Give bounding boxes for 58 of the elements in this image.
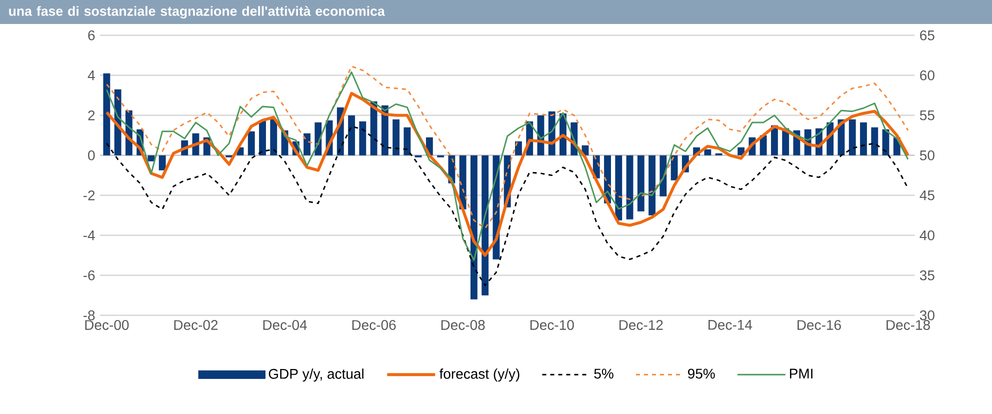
bar [615, 155, 622, 220]
bar [637, 155, 644, 212]
x-tick-label: Dec-06 [352, 320, 396, 330]
bar [482, 155, 489, 296]
bar [515, 141, 522, 156]
y-tick-label: 6 [88, 30, 95, 40]
bar [626, 155, 634, 220]
chart-title: una fase di sostanziale stagnazione dell'attività economica [9, 6, 385, 19]
bar [248, 131, 255, 156]
y2-tick-label: 45 [920, 190, 934, 200]
bar [670, 155, 678, 180]
bar [259, 120, 266, 156]
bar [304, 133, 310, 156]
bar [392, 119, 400, 156]
bar [848, 119, 856, 156]
x-tick-label: Dec-02 [174, 320, 218, 330]
x-tick-label: Dec-04 [263, 320, 307, 330]
bar [704, 149, 712, 156]
y2-tick-label: 60 [920, 70, 934, 80]
legend-label: GDP y/y, actual [268, 368, 364, 382]
x-tick-label: Dec-18 [886, 320, 930, 330]
bar [348, 115, 355, 156]
x-tick-label: Dec-16 [798, 320, 841, 330]
y-tick-label: 2 [88, 110, 95, 120]
bar [158, 155, 166, 170]
legend-label: 5% [594, 368, 614, 379]
y2-tick-label: 30 [920, 310, 934, 320]
y-tick-label: -6 [83, 270, 95, 280]
bar [871, 127, 878, 156]
y-tick-label: 4 [88, 70, 95, 80]
bar [660, 155, 667, 196]
bar [648, 155, 656, 216]
bar [860, 122, 867, 156]
x-tick-label: Dec-12 [619, 320, 663, 330]
y-tick-label: -2 [83, 190, 95, 200]
y2-tick-label: 65 [920, 30, 934, 40]
y2-tick-label: 50 [920, 150, 934, 160]
bar [148, 155, 155, 162]
legend-label: 95% [688, 368, 715, 379]
y-tick-label: 0 [88, 150, 95, 160]
bar [103, 73, 110, 156]
x-tick-label: Dec-08 [441, 320, 485, 330]
x-tick-label: Dec-14 [708, 320, 752, 330]
y2-tick-label: 55 [920, 110, 934, 120]
line-series [106, 126, 909, 286]
bar [404, 127, 411, 156]
bar [470, 155, 478, 300]
y-tick-label: -4 [83, 230, 95, 240]
legend-label: forecast (y/y) [439, 368, 520, 382]
legend-label: PMI [790, 368, 812, 378]
bar [359, 121, 366, 156]
y-tick-label: -8 [83, 310, 95, 320]
x-tick-label: Dec-10 [530, 320, 574, 330]
bar [270, 119, 278, 156]
y2-tick-label: 40 [920, 230, 934, 240]
bar [760, 135, 767, 156]
y2-tick-label: 35 [920, 270, 934, 280]
x-tick-label: Dec-00 [85, 320, 129, 330]
